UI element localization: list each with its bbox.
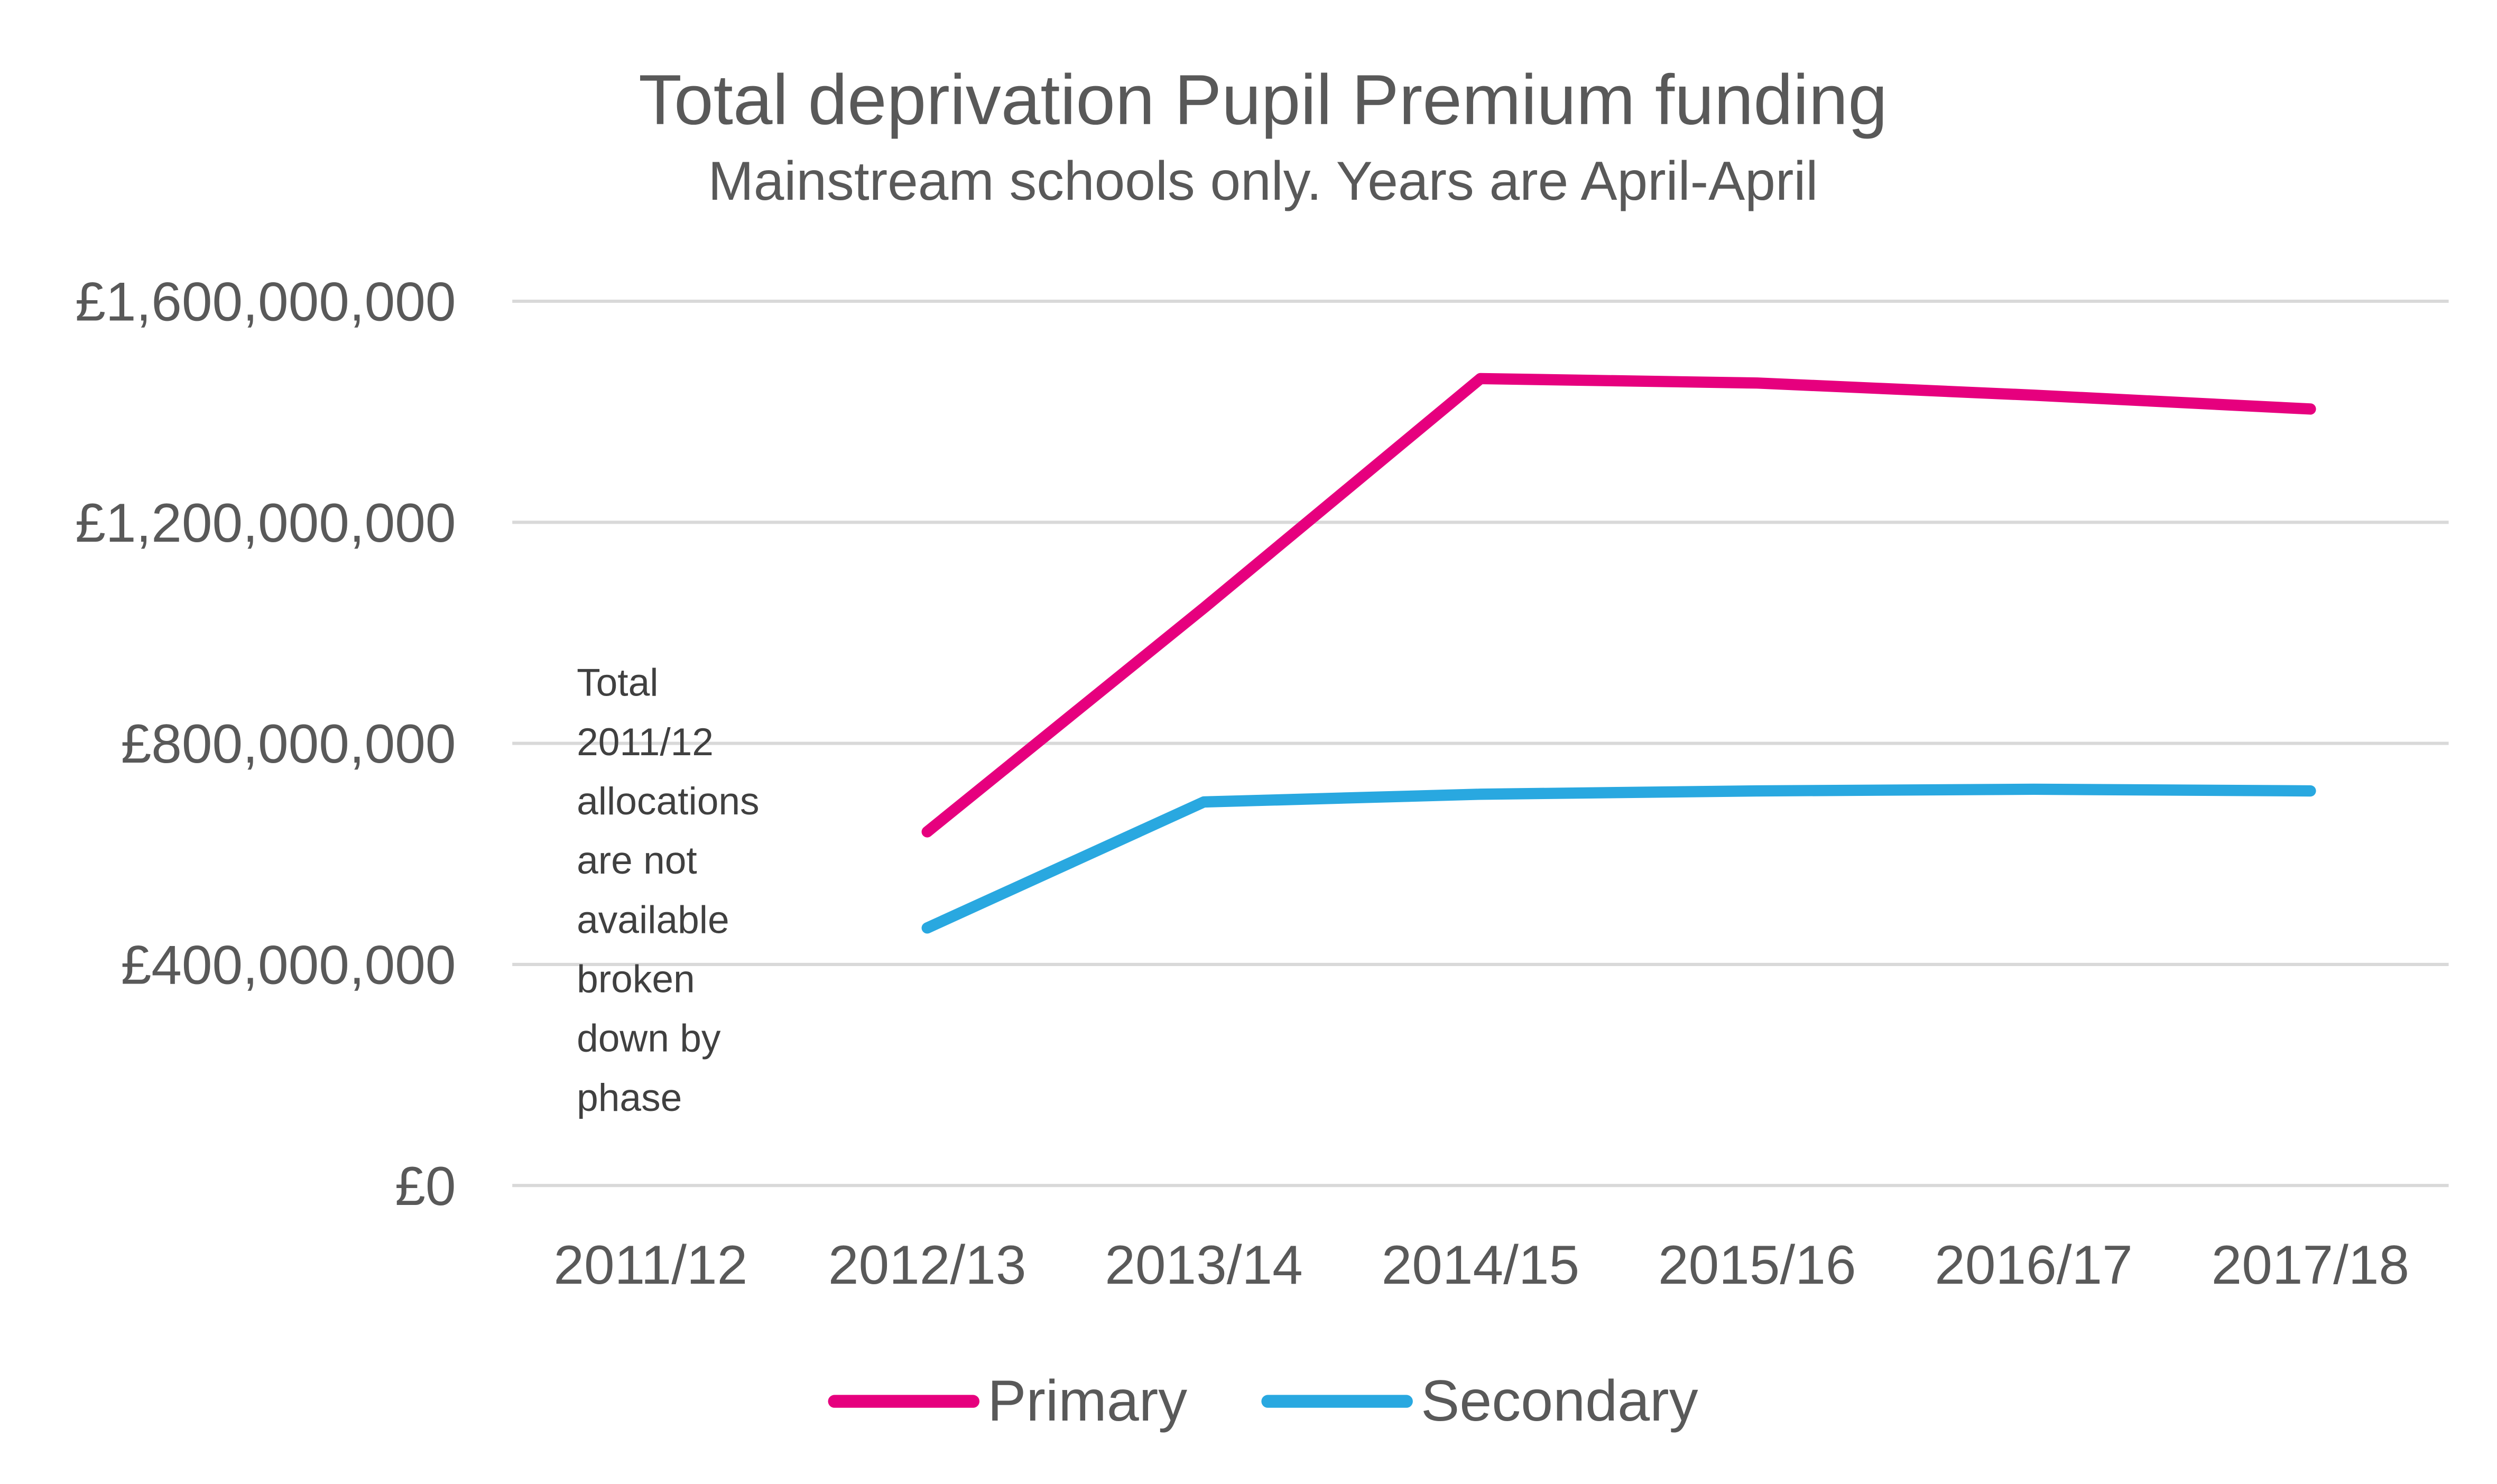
legend-label-primary: Primary bbox=[987, 1369, 1187, 1433]
annotation-line: phase bbox=[577, 1077, 682, 1119]
y-tick-label: £400,000,000 bbox=[121, 934, 456, 995]
data-point-primary bbox=[2310, 409, 2311, 410]
chart-subtitle: Mainstream schools only. Years are April… bbox=[708, 150, 1818, 211]
y-tick-label: £1,600,000,000 bbox=[75, 271, 456, 332]
series-line-primary bbox=[921, 373, 2316, 838]
x-tick-label: 2014/15 bbox=[1382, 1234, 1580, 1295]
y-tick-label: £1,200,000,000 bbox=[75, 492, 456, 553]
legend: Primary Secondary bbox=[828, 1369, 1698, 1433]
x-tick-label: 2012/13 bbox=[828, 1234, 1026, 1295]
annotation-line: broken bbox=[577, 958, 695, 1000]
series-lines bbox=[921, 373, 2316, 934]
annotation-line: available bbox=[577, 898, 729, 941]
x-tick-label: 2013/14 bbox=[1105, 1234, 1303, 1295]
annotation-line: down by bbox=[577, 1017, 721, 1060]
y-axis-ticks: £0 £400,000,000 £800,000,000 £1,200,000,000… bbox=[75, 271, 456, 1217]
annotation-line: 2011/12 bbox=[577, 721, 714, 764]
gridlines bbox=[512, 299, 2449, 1188]
chart-title: Total deprivation Pupil Premium funding bbox=[639, 61, 1888, 140]
annotation-line: allocations bbox=[577, 780, 760, 823]
x-tick-label: 2017/18 bbox=[2212, 1234, 2410, 1295]
x-tick-label: 2011/12 bbox=[553, 1234, 747, 1295]
x-axis-ticks: 2011/12 2012/13 2013/14 2014/15 2015/16 2016/… bbox=[553, 1234, 2409, 1295]
annotation-note: Total 2011/12 allocations are not available b… bbox=[577, 662, 760, 1119]
annotation-line: Total bbox=[577, 662, 658, 704]
y-tick-label: £800,000,000 bbox=[121, 713, 456, 774]
annotation-line: are not bbox=[577, 839, 697, 882]
data-point-secondary bbox=[927, 928, 928, 929]
y-tick-label: £0 bbox=[395, 1155, 456, 1217]
data-point-secondary bbox=[2033, 789, 2034, 790]
series-line-secondary bbox=[921, 783, 2316, 934]
x-tick-label: 2016/17 bbox=[1935, 1234, 2133, 1295]
x-tick-label: 2015/16 bbox=[1658, 1234, 1856, 1295]
legend-label-secondary: Secondary bbox=[1421, 1369, 1698, 1433]
